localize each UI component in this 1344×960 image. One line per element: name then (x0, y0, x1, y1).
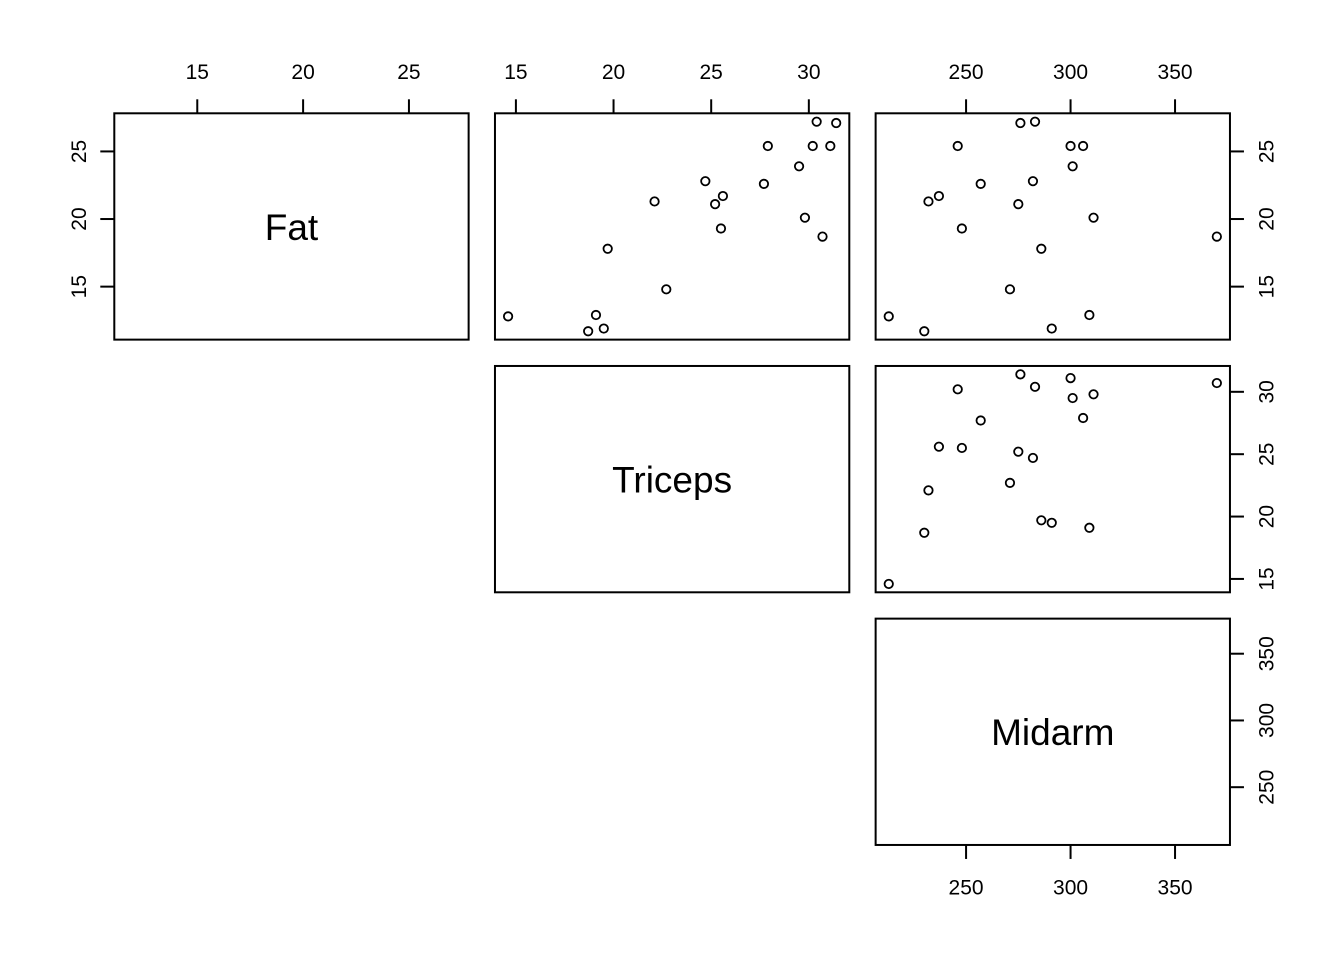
axis-tick-label: 350 (1256, 636, 1279, 671)
axis-tick-label: 25 (1256, 140, 1279, 163)
data-point (817, 231, 828, 242)
data-point (923, 196, 934, 207)
axis-tick-label: 300 (1256, 703, 1279, 738)
data-point (1036, 515, 1047, 526)
axis-tick-label: 300 (1053, 61, 1088, 84)
axis-tick-label: 15 (1256, 275, 1279, 298)
data-point (1004, 284, 1016, 295)
axis-tick-label: 20 (291, 61, 314, 84)
var-label-midarm: Midarm (991, 712, 1114, 753)
panel-border-midarm-triceps (874, 364, 1231, 594)
data-point (1065, 140, 1076, 152)
data-point (649, 196, 660, 207)
data-point (883, 311, 894, 322)
axis-tick-label: 30 (1256, 380, 1279, 403)
axis-tick-label: 350 (1158, 877, 1193, 900)
axis-tick-label: 350 (1158, 61, 1193, 84)
data-point (709, 199, 721, 210)
data-point (952, 140, 963, 152)
data-point (1084, 309, 1095, 321)
data-point (762, 140, 773, 152)
data-point (583, 326, 594, 337)
data-point (799, 212, 811, 223)
data-point (1015, 369, 1026, 380)
axis-tick-label: 25 (68, 140, 91, 163)
axis-tick-label: 20 (1256, 505, 1279, 528)
panel-border-midarm-fat (874, 112, 1231, 341)
data-point (661, 284, 672, 295)
data-point (1029, 116, 1041, 127)
data-point (715, 223, 727, 234)
data-point (807, 140, 818, 152)
axis-tick-label: 15 (68, 275, 91, 298)
data-point (758, 178, 770, 189)
data-point (1088, 212, 1099, 223)
data-point (1067, 161, 1078, 172)
data-point (1067, 392, 1078, 404)
axis-tick-label: 250 (1256, 770, 1279, 805)
data-point (717, 190, 729, 202)
data-point (793, 161, 805, 172)
axis-tick-label: 15 (504, 61, 527, 84)
data-point (975, 415, 986, 426)
data-point (919, 527, 930, 538)
axis-tick-label: 250 (949, 61, 984, 84)
data-point (933, 441, 945, 452)
data-point (1211, 377, 1222, 389)
axis-tick-label: 20 (1256, 207, 1279, 230)
axis-tick-label: 25 (1256, 443, 1279, 466)
panel-border-triceps-fat (493, 112, 851, 341)
data-point (811, 116, 822, 127)
data-point (1046, 517, 1057, 528)
data-point (1078, 140, 1089, 152)
data-point (1027, 452, 1039, 464)
data-point (1065, 372, 1076, 384)
data-point (1027, 176, 1039, 187)
data-point (975, 178, 986, 189)
data-point (1029, 381, 1041, 392)
panel-border-midarm (874, 617, 1231, 846)
panel-border-triceps (493, 364, 851, 594)
axis-tick-label: 30 (797, 61, 820, 84)
axis-tick-label: 300 (1053, 877, 1088, 900)
data-point (956, 223, 967, 234)
axis-tick-label: 25 (700, 61, 723, 84)
data-point (1084, 522, 1095, 533)
axis-tick-label: 25 (397, 61, 420, 84)
data-point (1088, 389, 1099, 400)
data-point (1013, 199, 1024, 210)
data-point (952, 384, 963, 395)
var-label-fat: Fat (265, 207, 319, 248)
axis-tick-label: 20 (602, 61, 625, 84)
data-point (502, 311, 514, 322)
panel-border-fat (113, 112, 470, 341)
data-point (1004, 477, 1016, 488)
data-point (825, 140, 836, 152)
var-label-triceps: Triceps (612, 459, 732, 500)
axis-tick-label: 15 (1256, 567, 1279, 590)
axis-tick-label: 250 (949, 877, 984, 900)
data-point (590, 309, 602, 321)
data-point (700, 176, 711, 187)
data-point (956, 442, 967, 454)
data-point (933, 190, 945, 202)
data-point (1015, 117, 1026, 129)
data-point (602, 243, 613, 254)
data-point (919, 326, 930, 337)
data-point (923, 485, 934, 496)
data-point (1078, 412, 1089, 424)
data-point (831, 117, 842, 129)
data-point (1036, 243, 1047, 254)
data-point (1013, 446, 1024, 457)
data-point (1211, 231, 1222, 242)
axis-tick-label: 20 (68, 207, 91, 230)
data-point (883, 578, 894, 590)
data-point (1046, 323, 1057, 334)
data-point (598, 323, 609, 334)
axis-tick-label: 15 (186, 61, 209, 84)
